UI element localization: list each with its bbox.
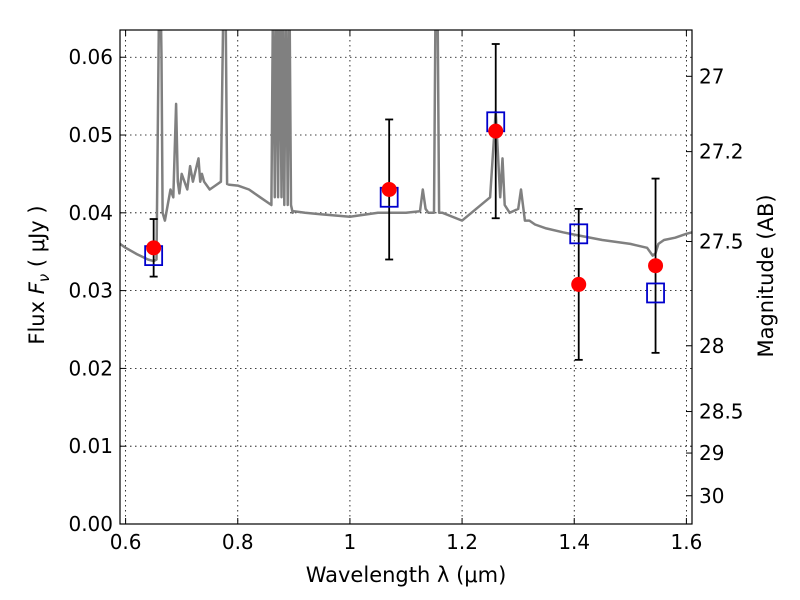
x-tick-label: 0.8 xyxy=(222,530,254,554)
y2-tick-label: 27 xyxy=(699,64,724,88)
model-point-layer xyxy=(144,111,665,304)
observed-point-layer xyxy=(146,123,664,292)
x-tick-label: 1.4 xyxy=(558,530,590,554)
y-tick-label: 0.04 xyxy=(68,201,113,225)
observed-point xyxy=(381,181,397,197)
observed-point xyxy=(571,276,587,292)
y-axis-label-subscript: ν xyxy=(35,274,53,282)
spectrum-layer xyxy=(120,30,692,263)
x-tick-label: 1.6 xyxy=(670,530,702,554)
observed-point xyxy=(146,240,162,256)
spectrum-line xyxy=(120,30,692,263)
y-axis-label-symbol: F xyxy=(25,281,49,294)
y2-axis-label: Magnitude (AB) xyxy=(754,194,778,357)
plot-frame xyxy=(119,29,693,525)
model-point xyxy=(646,282,665,304)
grid-layer xyxy=(120,30,692,525)
observed-point xyxy=(648,258,664,274)
y-tick-label: 0.03 xyxy=(68,279,113,303)
y-tick-label: 0.05 xyxy=(68,123,113,147)
axes-layer: 0.6 0.8 1 1.2 1.4 1.6 0.00 0.01 0.02 0.03 0.04 0.05… xyxy=(68,29,744,554)
y2-tick-label: 27.2 xyxy=(699,140,744,164)
y-axis-label: Flux Fν ( μJy ) xyxy=(25,205,53,344)
x-axis-label: Wavelength λ (μm) xyxy=(306,563,507,587)
y-axis-label-prefix: Flux xyxy=(25,294,49,344)
y2-tick-label: 30 xyxy=(699,484,724,508)
x-tick-label: 0.6 xyxy=(110,530,142,554)
x-tick-label: 1 xyxy=(344,530,357,554)
y2-tick-label: 29 xyxy=(699,441,724,465)
model-point xyxy=(569,223,589,245)
y-tick-label: 0.06 xyxy=(68,45,113,69)
y-tick-label: 0.00 xyxy=(68,512,113,536)
y-axis-label-suffix: ( μJy ) xyxy=(25,205,49,273)
observed-point xyxy=(488,123,504,139)
y2-tick-label: 28 xyxy=(699,334,724,358)
x-tick-label: 1.2 xyxy=(446,530,478,554)
y2-tick-label: 27.5 xyxy=(699,230,744,254)
y-tick-label: 0.01 xyxy=(68,434,113,458)
y-tick-label: 0.02 xyxy=(68,356,113,380)
y2-tick-label: 28.5 xyxy=(699,400,744,424)
